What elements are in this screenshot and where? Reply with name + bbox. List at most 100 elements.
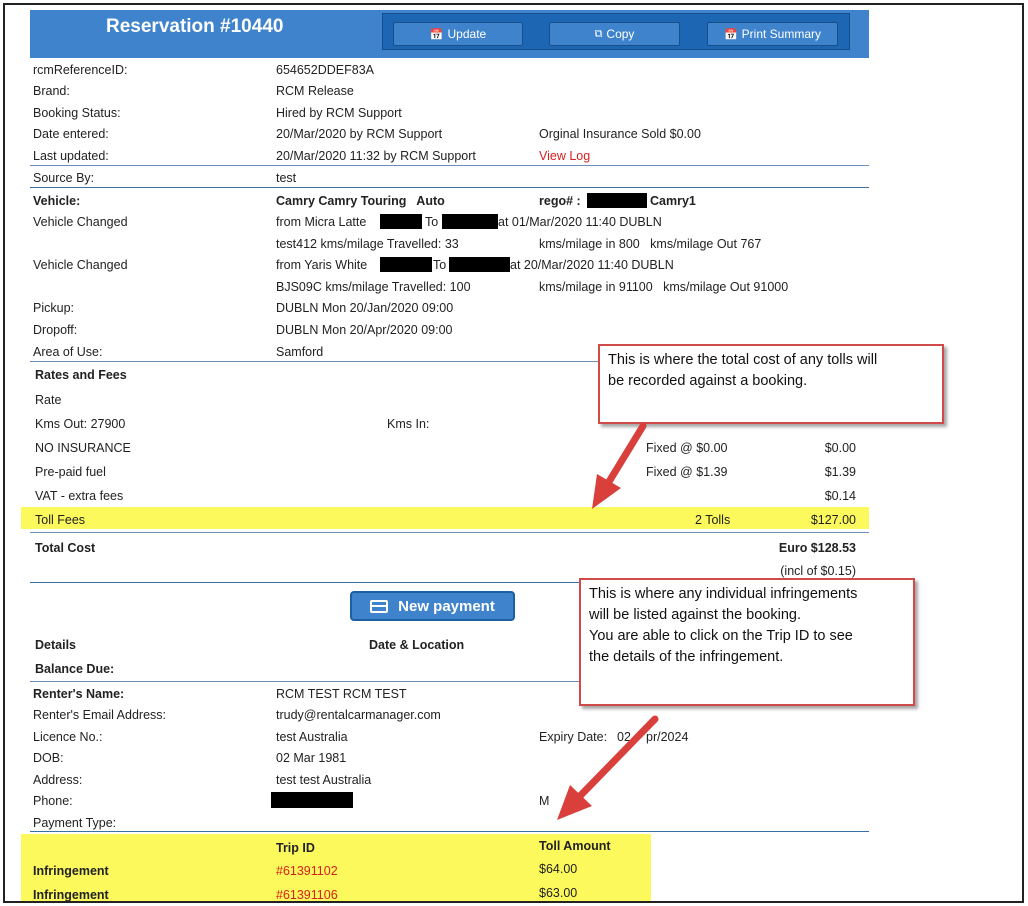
annotation-arrows [557,422,659,820]
expiry-date-label: Expiry Date: [539,730,608,744]
fee-name: Pre-paid fuel [35,465,106,479]
divider [30,831,869,832]
redacted-rego [442,214,498,229]
copy-button[interactable]: ⧉ Copy [549,22,680,46]
page-title: Reservation #10440 [106,16,284,37]
licence-label: Licence No.: [33,730,103,744]
area-of-use-value: Samford [276,345,324,359]
vehicle-label: Vehicle: [33,194,81,208]
redacted-rego [380,214,422,229]
rego-label: rego# : [539,194,581,208]
reservation-header: Reservation #10440 📅 Update ⧉ Copy 📅 Pri… [30,10,869,58]
redacted-rego [587,193,647,208]
renter-name-value: RCM TEST RCM TEST [276,687,407,701]
fee-name: NO INSURANCE [35,441,131,455]
total-cost-value: Euro $128.53 [778,541,856,555]
vehicle-changed-travelled: BJS09C kms/milage Travelled: 100 [276,280,471,294]
update-button[interactable]: 📅 Update [393,22,523,46]
dob-value: 02 Mar 1981 [276,751,347,765]
rcm-ref-label: rcmReferenceID: [33,63,128,77]
toll-amount: $63.00 [539,886,578,900]
vehicle-changed-at: at 01/Mar/2020 11:40 DUBLN [498,215,662,229]
trip-id-link[interactable]: #61391102 [276,864,338,878]
last-updated-value: 20/Mar/2020 11:32 by RCM Support [276,149,476,163]
vehicle-changed-label: Vehicle Changed [33,258,128,272]
area-of-use-label: Area of Use: [33,345,103,359]
address-value: test test Australia [276,773,372,787]
toll-fees-count: 2 Tolls [695,513,731,527]
dropoff-label: Dropoff: [33,323,78,337]
print-summary-button[interactable]: 📅 Print Summary [707,22,838,46]
rate-label: Rate [35,393,62,407]
toll-fees-amount: $127.00 [810,513,856,527]
new-payment-button[interactable]: New payment [350,591,515,621]
renter-email-value: trudy@rentalcarmanager.com [276,708,441,722]
expiry-date-value: 02 [617,730,631,744]
divider [30,681,869,682]
pickup-value: DUBLN Mon 20/Jan/2020 09:00 [276,301,454,315]
redacted-rego [380,257,432,272]
toll-fees-highlight [21,507,869,529]
vehicle-changed-from: from Yaris White [276,258,368,272]
calendar-check-icon: 📅 [723,28,738,41]
date-entered-label: Date entered: [33,127,109,141]
fee-name: VAT - extra fees [35,489,124,503]
toll-amount-header: Toll Amount [539,839,611,853]
expiry-date-value: pr/2024 [646,730,689,744]
copy-icon: ⧉ [594,27,603,40]
total-cost-incl: (incl of $0.15) [780,564,856,578]
source-by-label: Source By: [33,171,95,185]
booking-status-value: Hired by RCM Support [276,106,402,120]
view-log-link[interactable]: View Log [539,149,591,163]
redacted-rego [449,257,510,272]
mobile-label: e: [573,794,584,808]
vehicle-value: Camry Camry Touring Auto [276,194,445,208]
licence-value: test Australia [276,730,348,744]
vehicle-changed-kms: kms/milage in 800 kms/milage Out 767 [539,237,762,251]
divider [30,582,869,583]
last-updated-label: Last updated: [33,149,109,163]
trip-id-header: Trip ID [276,841,315,855]
rcm-ref-value: 654652DDEF83A [276,63,374,77]
vehicle-changed-from: from Micra Latte [276,215,367,229]
phone-label: Phone: [33,794,73,808]
arrow-to-toll-fees [592,422,647,509]
toll-fees-name: Toll Fees [35,513,86,527]
screenshot-frame: Reservation #10440 📅 Update ⧉ Copy 📅 Pri… [3,3,1024,903]
infringements-callout: This is where any individual infringemen… [579,578,915,706]
date-location-label: Date & Location [369,638,465,652]
fee-amount: $0.14 [824,489,856,503]
details-label: Details [35,638,76,652]
fee-detail: Fixed @ $0.00 [646,441,728,455]
brand-value: RCM Release [276,84,354,98]
total-cost-label: Total Cost [35,541,96,555]
mobile-label: M [539,794,550,808]
calendar-check-icon: 📅 [429,28,444,41]
divider [30,165,869,166]
brand-label: Brand: [33,84,70,98]
fee-amount: $0.00 [824,441,856,455]
dropoff-value: DUBLN Mon 20/Apr/2020 09:00 [276,323,453,337]
kms-in: Kms In: [387,417,430,431]
pickup-label: Pickup: [33,301,74,315]
vehicle-changed-kms: kms/milage in 91100 kms/milage Out 91000 [539,280,789,294]
date-entered-value: 20/Mar/2020 by RCM Support [276,127,443,141]
action-button-panel: 📅 Update ⧉ Copy 📅 Print Summary [382,13,850,50]
payment-type-label: Payment Type: [33,816,117,830]
divider [30,187,869,188]
trip-id-link[interactable]: #61391106 [276,888,338,902]
address-label: Address: [33,773,83,787]
fee-detail: Fixed @ $1.39 [646,465,728,479]
infringement-label: Infringement [33,888,109,902]
kms-out: Kms Out: 27900 [35,417,126,431]
vehicle-changed-to: To [425,215,439,229]
renter-name-label: Renter's Name: [33,687,125,701]
original-insurance-sold: Orginal Insurance Sold $0.00 [539,127,701,141]
fee-amount: $1.39 [824,465,856,479]
credit-card-icon [370,599,389,613]
rates-heading: Rates and Fees [35,368,127,382]
booking-status-label: Booking Status: [33,106,121,120]
infringements-highlight [21,834,651,901]
infringement-label: Infringement [33,864,109,878]
vehicle-changed-label: Vehicle Changed [33,215,128,229]
